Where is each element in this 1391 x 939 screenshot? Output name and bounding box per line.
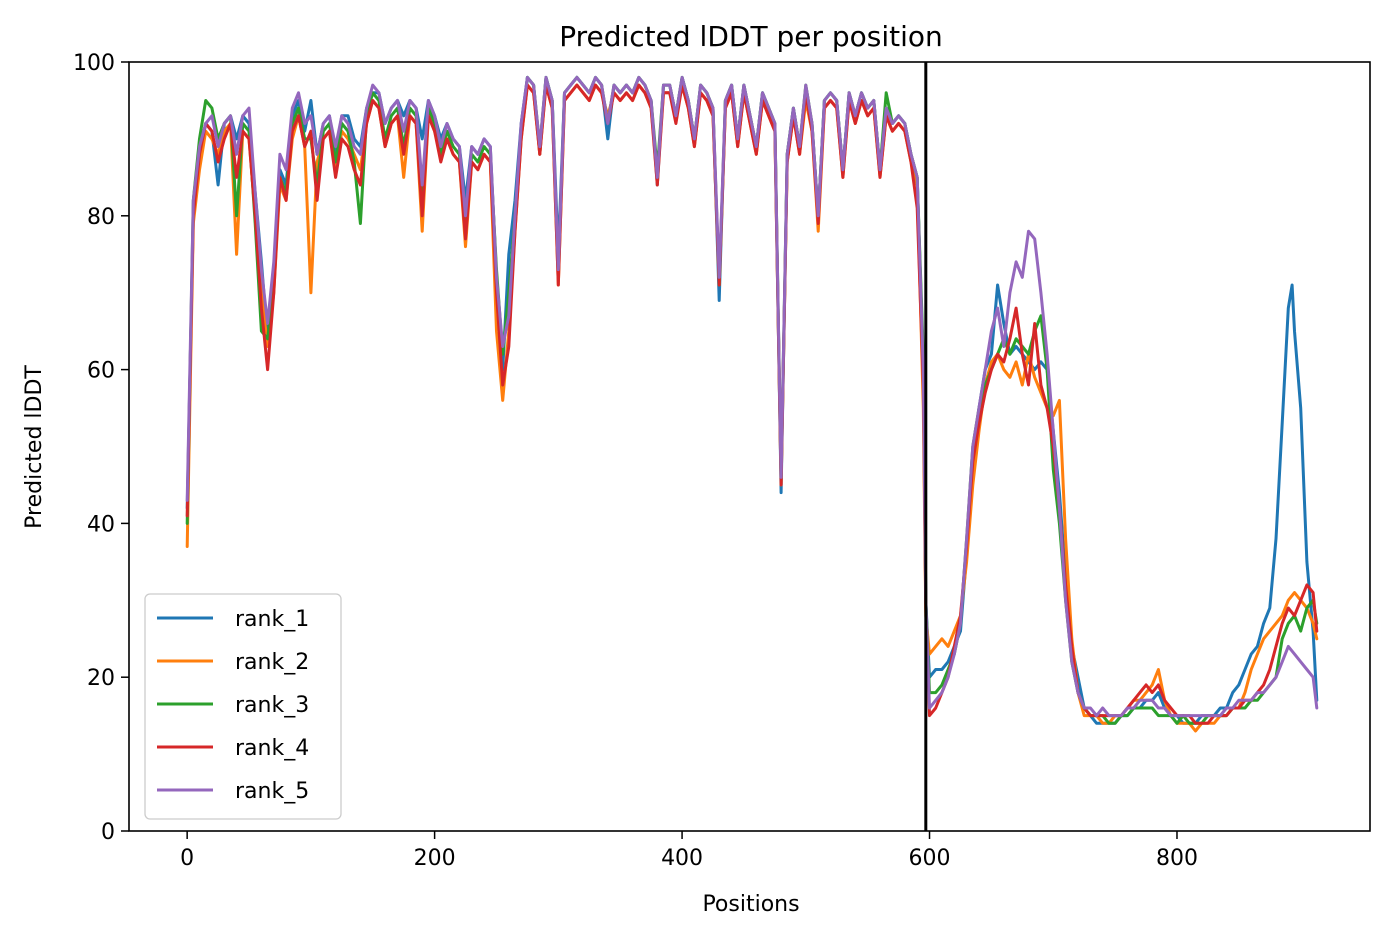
legend: rank_1 rank_2 rank_3 rank_4 rank_5 [144,593,342,820]
x-tick-label: 600 [909,846,951,871]
legend-label-rank_1: rank_1 [235,607,309,632]
x-tick-label: 800 [1156,846,1198,871]
plot-frame [128,61,1371,832]
y-tick-label: 80 [87,205,115,230]
y-axis-ticks: 0 20 40 60 80 100 [73,51,129,845]
legend-label-rank_3: rank_3 [235,693,309,718]
legend-box [144,593,342,820]
series-line-rank_5 [185,75,1319,718]
y-tick-label: 20 [87,666,115,691]
legend-label-rank_4: rank_4 [235,736,309,761]
y-tick-label: 40 [87,512,115,537]
x-tick-label: 400 [661,846,703,871]
x-axis-ticks: 0 200 400 600 800 [180,831,1198,871]
x-tick-label: 0 [180,846,194,871]
y-tick-label: 100 [73,51,115,76]
y-axis-label: Predicted lDDT [22,365,47,529]
legend-label-rank_2: rank_2 [235,650,309,675]
series-line-rank_4 [185,83,1319,725]
plot-area [185,62,1319,831]
y-tick-label: 60 [87,359,115,384]
legend-label-rank_5: rank_5 [235,779,309,804]
x-axis-label: Positions [702,892,799,917]
y-tick-label: 0 [101,820,115,845]
x-tick-label: 200 [414,846,456,871]
chart-title: Predicted lDDT per position [559,20,943,53]
